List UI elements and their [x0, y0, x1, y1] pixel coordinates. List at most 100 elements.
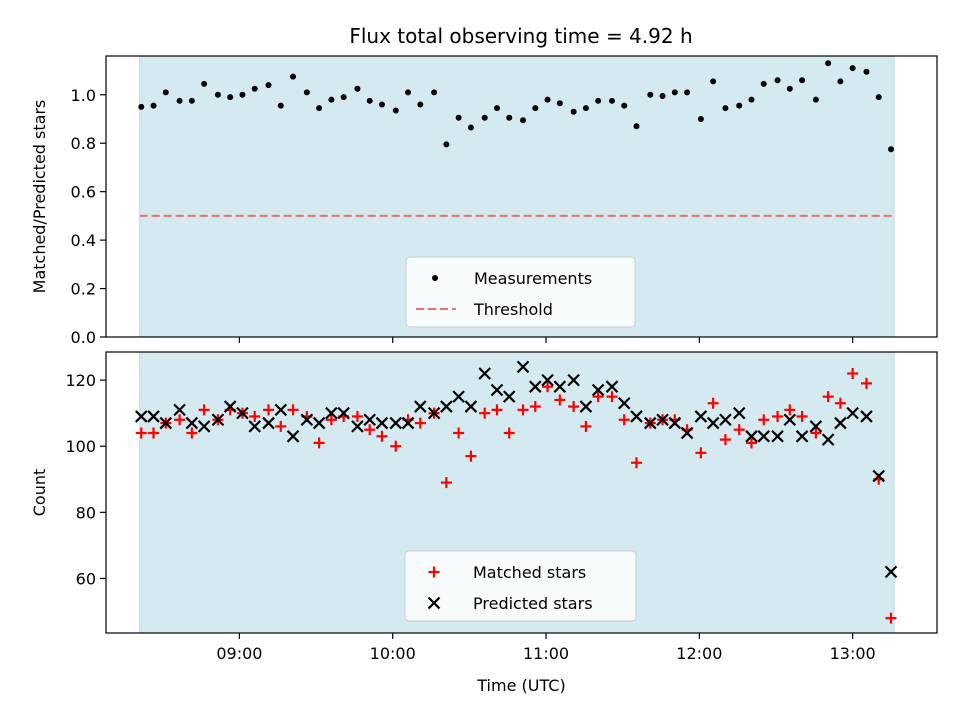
top-measurement-point-shape [481, 114, 488, 121]
top-y-tick-label: 1.0 [71, 86, 96, 105]
chart-title: Flux total observing time = 4.92 h [349, 24, 692, 48]
top-measurement-point-shape [431, 89, 438, 96]
top-measurement-point [812, 96, 819, 103]
bottom-predicted-point-d2 [389, 416, 403, 430]
bottom-matched-point [465, 450, 477, 462]
top-axes-frame [105, 55, 938, 338]
top-measurement-point-shape [556, 100, 563, 107]
bottom-matched-point [364, 424, 376, 436]
top-measurement-point-shape [316, 105, 323, 112]
top-measurement-point-shape [150, 102, 157, 109]
bottom-matched-point [135, 427, 147, 439]
bottom-predicted-point [694, 410, 708, 423]
bottom-predicted-point-d2 [617, 396, 631, 410]
top-y-tick-label: 0.8 [71, 134, 96, 153]
bottom-predicted-point-d2 [579, 400, 593, 413]
bottom-matched-point [351, 410, 363, 422]
top-measurement-point-shape [467, 124, 474, 131]
top-measurement-point [455, 114, 462, 121]
bottom-predicted-point [248, 420, 261, 433]
top-measurement-point-shape [506, 114, 513, 121]
bottom-predicted-point [464, 400, 478, 413]
bottom-predicted-point-d2 [223, 400, 237, 413]
bottom-predicted-point [363, 413, 376, 427]
top-measurement-point [354, 85, 361, 92]
top-measurement-point-shape [786, 85, 793, 92]
bottom-predicted-point-d2 [605, 380, 619, 393]
bottom-y-tick-label: 100 [65, 437, 96, 456]
top-measurement-point [710, 78, 717, 85]
bottom-matched-point [847, 367, 859, 379]
top-measurement-point [570, 108, 577, 115]
bottom-predicted-point [490, 383, 504, 397]
bottom-predicted-point [502, 390, 516, 403]
bottom-matched-point [784, 404, 796, 416]
top-measurement-point-shape [582, 105, 589, 112]
bottom-predicted-point [553, 380, 567, 393]
bottom-matched-point [529, 401, 541, 413]
bottom-matched-point [822, 391, 834, 403]
bottom-predicted-point-d2 [680, 426, 694, 440]
top-legend-box [405, 256, 636, 328]
bottom-matched-point [517, 404, 529, 416]
top-measurement-point [544, 96, 551, 103]
top-measurement-point-shape [621, 102, 628, 109]
bottom-matched-point [860, 377, 872, 389]
bottom-matched-point [733, 424, 745, 436]
top-measurement-point-shape [544, 96, 551, 103]
top-measurement-point [431, 89, 438, 96]
bottom-predicted-point [656, 413, 669, 427]
bottom-predicted-point-d2 [719, 413, 732, 427]
bottom-predicted-point [147, 410, 160, 423]
top-measurement-point [825, 60, 832, 67]
top-measurement-point-shape [774, 77, 781, 84]
top-measurement-point [265, 82, 272, 89]
top-measurement-point-shape [837, 78, 844, 85]
bottom-matched-point [758, 414, 770, 426]
top-measurement-point [443, 141, 450, 148]
bottom-matched-point [479, 407, 491, 419]
top-measurement-point-shape [863, 68, 870, 75]
top-measurement-point-shape [595, 97, 602, 104]
top-measurement-point-shape [748, 96, 755, 103]
bottom-x-tick-label: 12:00 [676, 644, 722, 663]
bottom-predicted-point [579, 400, 593, 413]
bottom-matched-point [249, 410, 261, 422]
top-measurement-point-shape [328, 96, 335, 103]
top-measurement-point [736, 102, 743, 109]
top-measurement-point-shape [647, 91, 654, 98]
bottom-matched-point [810, 427, 822, 439]
bottom-predicted-point [834, 416, 847, 430]
bottom-predicted-point [478, 367, 491, 380]
bottom-legend: Matched stars Predicted stars [404, 550, 637, 622]
top-measurement-point [214, 91, 221, 98]
bottom-predicted-point-d2 [274, 403, 288, 417]
bottom-predicted-point [185, 416, 199, 430]
bottom-predicted-point [452, 390, 465, 403]
bottom-matched-point [263, 404, 275, 416]
bottom-predicted-point [440, 400, 453, 413]
bottom-matched-point [542, 381, 554, 393]
top-measurement-point [849, 65, 856, 72]
top-measurement-point [506, 114, 513, 121]
bottom-predicted-point-d2 [236, 406, 249, 420]
bottom-predicted-point-d2 [312, 416, 326, 430]
bottom-matched-point [618, 414, 630, 426]
bottom-matched-point [554, 394, 566, 406]
top-measurement-point-shape [290, 73, 297, 80]
bottom-matched-point [275, 420, 287, 432]
top-measurement-point-shape [633, 123, 640, 130]
bottom-legend-matched-label: Matched stars [473, 563, 586, 582]
bottom-predicted-point-d2 [502, 390, 516, 403]
top-y-tick-label: 0.0 [71, 328, 96, 347]
bottom-predicted-point [783, 413, 797, 427]
top-measurement-point [532, 105, 539, 112]
top-panel: 0.0 0.2 0.4 0.6 0.8 1.0 Matched/Predicted star… [30, 55, 938, 347]
bottom-predicted-point [173, 403, 186, 417]
bottom-matched-point [453, 427, 465, 439]
top-measurement-point [405, 89, 412, 96]
bottom-predicted-point [134, 410, 148, 423]
bottom-legend-box [404, 550, 637, 622]
top-measurement-point [493, 105, 500, 112]
